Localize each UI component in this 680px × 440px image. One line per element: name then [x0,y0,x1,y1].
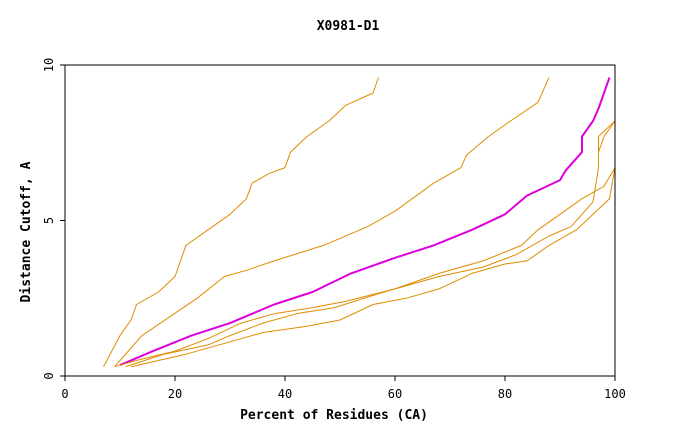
y-tick-label: 10 [42,58,56,72]
series-line-6 [130,77,616,368]
y-axis-label: Distance Cutoff, A [19,161,34,302]
x-axis: 0 20 40 60 80 100 [61,376,626,401]
series-line-4 [114,120,616,368]
x-axis-label: Percent of Residues (CA) [240,408,428,423]
x-tick-label: 0 [61,387,68,401]
y-tick-label: 5 [42,217,56,224]
chart-title: X0981-D1 [317,19,380,34]
y-axis: 0 5 10 [42,58,65,380]
x-tick-label: 100 [604,387,626,401]
y-tick-label: 0 [42,372,56,379]
series-line-3 [119,77,611,367]
series-line-1 [103,77,379,367]
x-tick-label: 80 [498,387,512,401]
plot-frame [64,64,616,377]
series-line-5 [125,120,616,368]
x-tick-label: 20 [168,387,182,401]
x-tick-label: 40 [278,387,292,401]
x-tick-label: 60 [388,387,402,401]
series-layer [103,77,616,368]
series-line-2 [114,77,550,368]
